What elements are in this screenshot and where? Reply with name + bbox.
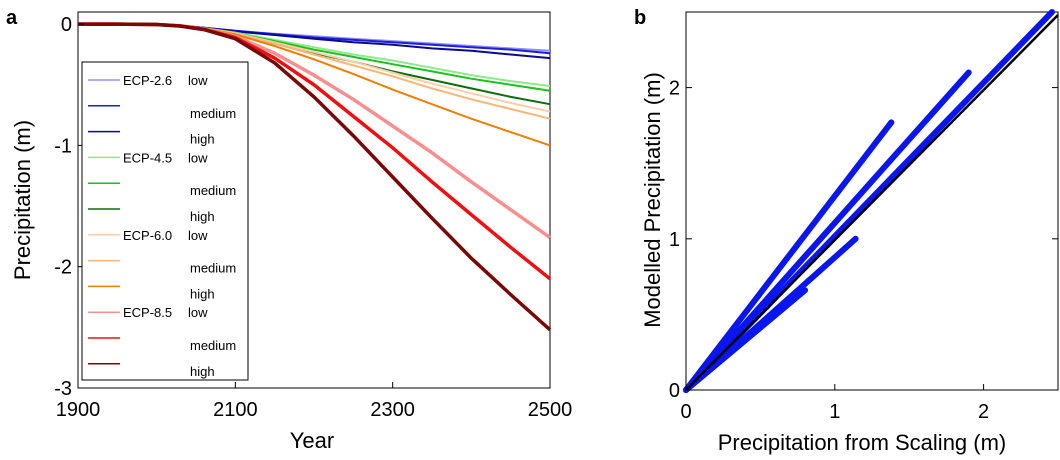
panel-a-chart: a 1900 2100 2300 2500 0 -1 -2 -3 Year Precipita… xyxy=(6,7,572,453)
y-tick-label-a: 0 xyxy=(61,14,72,36)
legend-scenario-label: ECP-8.5 xyxy=(123,305,172,320)
y-axis-label-b: Modelled Precipitation (m) xyxy=(640,72,665,328)
x-tick-label-b: 2 xyxy=(978,401,989,423)
legend-scenario-label: ECP-4.5 xyxy=(123,150,172,165)
legend-level-label: low xyxy=(188,305,208,320)
reference-line xyxy=(685,14,1059,391)
y-axis-label-a: Precipitation (m) xyxy=(10,120,35,280)
y-tick-label-b: 0 xyxy=(669,380,680,402)
legend-scenario-label: ECP-2.6 xyxy=(123,73,172,88)
x-tick-label-a: 2300 xyxy=(370,399,415,421)
legend-level-label: medium xyxy=(190,338,236,353)
y-tick-label-b: 2 xyxy=(669,78,680,100)
x-tick-label-b: 1 xyxy=(829,401,840,423)
legend-scenario-label: ECP-6.0 xyxy=(123,228,172,243)
x-axis-label-a: Year xyxy=(290,428,334,453)
y-tick-label-a: -3 xyxy=(54,378,72,400)
axis-ticks-b: 0 1 2 0 1 2 xyxy=(669,78,1058,423)
legend-level-label: low xyxy=(188,150,208,165)
y-tick-label-a: -1 xyxy=(54,135,72,157)
legend-level-label: low xyxy=(188,228,208,243)
legend-level-label: high xyxy=(190,286,215,301)
legend-level-label: high xyxy=(190,364,215,379)
series-line-ecp85-high xyxy=(78,22,552,332)
line-series-group xyxy=(78,22,552,332)
legend-level-label: medium xyxy=(190,183,236,198)
axis-ticks-a: 1900 2100 2300 2500 0 -1 -2 -3 xyxy=(54,14,572,421)
legend: ECP-2.6 low medium high ECP-4.5 low medium high… xyxy=(81,61,249,381)
scatter-series-group xyxy=(683,9,1059,393)
scatter-band-3 xyxy=(683,119,895,393)
panel-label-b: b xyxy=(634,7,646,29)
x-axis-label-b: Precipitation from Scaling (m) xyxy=(718,430,1007,455)
y-tick-label-b: 1 xyxy=(669,229,680,251)
legend-level-label: low xyxy=(188,73,208,88)
legend-box xyxy=(81,61,249,381)
y-tick-label-a: -2 xyxy=(54,257,72,279)
legend-level-label: high xyxy=(190,132,215,147)
legend-level-label: medium xyxy=(190,106,236,121)
x-tick-label-a: 2500 xyxy=(528,399,573,421)
x-tick-label-a: 1900 xyxy=(56,399,101,421)
panel-label-a: a xyxy=(6,7,18,29)
x-tick-label-a: 2100 xyxy=(213,399,258,421)
legend-level-label: medium xyxy=(190,261,236,276)
legend-level-label: high xyxy=(190,209,215,224)
x-tick-label-b: 0 xyxy=(680,401,691,423)
